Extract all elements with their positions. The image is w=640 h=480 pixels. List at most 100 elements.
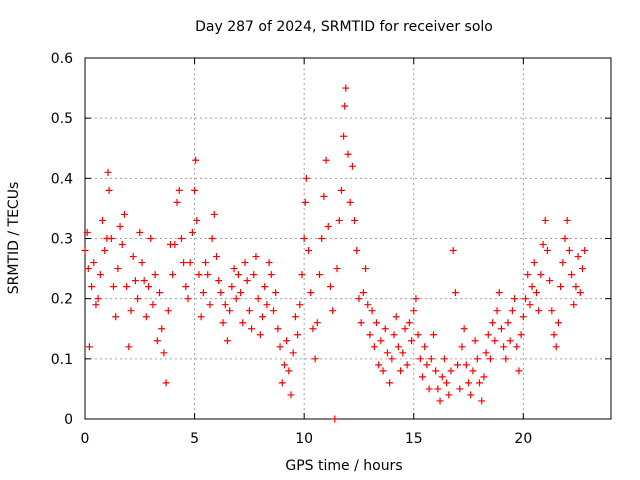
- data-point: [192, 156, 200, 164]
- data-point: [134, 295, 142, 303]
- data-point: [508, 307, 516, 315]
- data-point: [248, 325, 256, 333]
- data-point: [309, 325, 317, 333]
- data-point: [272, 289, 280, 297]
- data-point: [169, 271, 177, 279]
- data-point: [280, 361, 288, 369]
- data-point: [375, 361, 383, 369]
- data-point: [408, 337, 416, 345]
- x-tick-label: 20: [514, 431, 532, 447]
- data-point: [129, 253, 137, 261]
- data-point: [96, 271, 104, 279]
- data-point: [348, 162, 356, 170]
- data-point: [182, 283, 190, 291]
- y-tick-label: 0.5: [51, 111, 73, 127]
- data-point: [109, 283, 117, 291]
- grid-lines: [85, 58, 611, 419]
- data-point: [195, 271, 203, 279]
- data-point: [101, 247, 109, 255]
- data-point: [213, 253, 220, 261]
- data-point: [548, 307, 556, 315]
- data-point: [105, 186, 113, 194]
- data-point: [230, 265, 238, 273]
- data-point: [401, 325, 409, 333]
- data-point: [579, 265, 587, 273]
- data-point: [228, 283, 236, 291]
- data-point: [300, 235, 308, 242]
- data-point: [480, 373, 488, 381]
- data-point: [283, 337, 291, 345]
- data-point: [204, 271, 212, 279]
- data-point: [524, 271, 532, 279]
- data-point: [151, 271, 159, 279]
- data-point: [445, 391, 453, 399]
- data-point: [423, 361, 431, 369]
- data-point: [570, 301, 578, 309]
- data-point: [175, 186, 183, 194]
- data-point: [353, 247, 361, 255]
- data-point: [221, 301, 229, 309]
- data-point: [324, 222, 332, 230]
- data-point: [171, 241, 179, 249]
- data-point: [372, 319, 380, 327]
- data-point: [436, 397, 444, 405]
- data-point: [546, 277, 554, 285]
- data-point: [377, 337, 385, 345]
- data-point: [331, 415, 339, 423]
- data-point: [563, 216, 571, 224]
- data-point: [473, 355, 481, 363]
- data-point: [149, 301, 157, 309]
- data-point: [565, 247, 573, 255]
- data-point: [340, 132, 348, 140]
- data-point: [390, 331, 398, 339]
- data-point: [301, 198, 309, 206]
- data-point: [515, 367, 523, 375]
- data-point: [552, 343, 560, 351]
- data-point: [173, 198, 181, 206]
- data-point: [294, 331, 302, 339]
- data-point: [530, 259, 538, 267]
- data-point: [476, 379, 483, 387]
- data-point: [344, 150, 352, 158]
- data-point: [342, 84, 350, 92]
- data-point: [543, 247, 551, 255]
- data-point: [364, 301, 372, 309]
- data-point: [443, 379, 451, 387]
- data-point: [425, 385, 433, 393]
- data-point: [296, 301, 304, 309]
- data-point: [269, 307, 277, 315]
- data-point: [504, 319, 512, 327]
- data-point: [405, 319, 413, 327]
- axis-ticks: [84, 57, 611, 420]
- data-point: [239, 319, 247, 327]
- data-point: [186, 259, 194, 267]
- data-point: [482, 349, 490, 357]
- data-point: [381, 325, 389, 333]
- data-point: [513, 343, 521, 351]
- data-point: [429, 331, 437, 339]
- data-point: [131, 277, 139, 285]
- data-point: [537, 271, 545, 279]
- data-point: [287, 391, 295, 399]
- data-point: [232, 295, 240, 303]
- data-point: [320, 192, 328, 200]
- data-point: [456, 385, 464, 393]
- data-point: [421, 343, 429, 351]
- data-point: [414, 331, 422, 339]
- data-point: [142, 313, 150, 321]
- data-point: [559, 259, 567, 267]
- data-point: [403, 361, 411, 369]
- chart-title: Day 287 of 2024, SRMTID for receiver sol…: [195, 19, 493, 35]
- data-point: [410, 307, 418, 315]
- y-tick-label: 0.3: [51, 232, 73, 248]
- data-point: [289, 349, 297, 357]
- data-point: [99, 216, 107, 224]
- data-point: [147, 235, 155, 242]
- data-point: [388, 355, 396, 363]
- y-tick-labels: 0 0.1 0.2 0.3 0.4 0.5 0.6: [51, 51, 73, 428]
- data-point: [191, 186, 199, 194]
- data-point: [511, 295, 519, 303]
- data-point: [581, 247, 589, 255]
